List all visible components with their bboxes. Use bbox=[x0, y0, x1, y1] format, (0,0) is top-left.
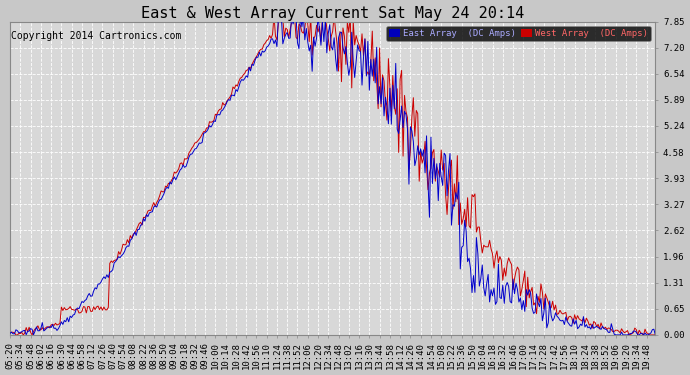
Text: Copyright 2014 Cartronics.com: Copyright 2014 Cartronics.com bbox=[11, 31, 181, 41]
Title: East & West Array Current Sat May 24 20:14: East & West Array Current Sat May 24 20:… bbox=[141, 6, 524, 21]
Legend: East Array  (DC Amps), West Array  (DC Amps): East Array (DC Amps), West Array (DC Amp… bbox=[386, 26, 651, 40]
